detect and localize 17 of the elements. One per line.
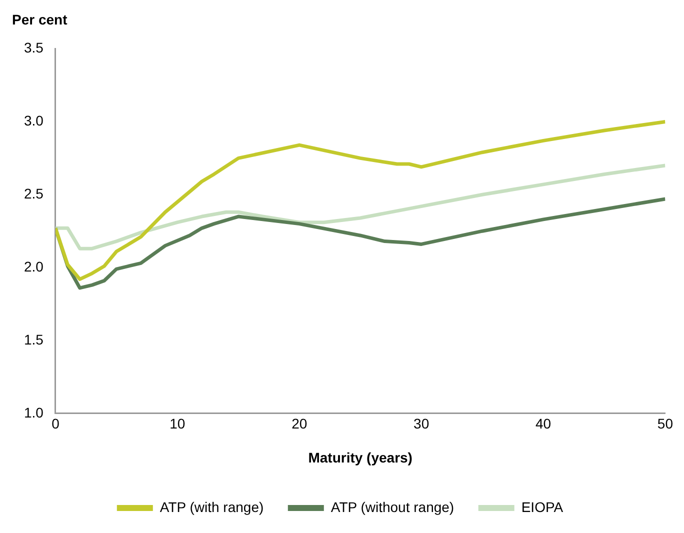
y-tick-label: 3.5 bbox=[24, 40, 44, 56]
x-axis-title: Maturity (years) bbox=[308, 449, 412, 466]
x-tick-label: 40 bbox=[535, 416, 552, 432]
x-tick-label: 50 bbox=[657, 416, 674, 432]
y-tick-label: 2.5 bbox=[24, 186, 44, 202]
chart-title: Per cent bbox=[12, 11, 68, 28]
y-tick-label: 3.0 bbox=[24, 112, 44, 129]
y-tick-label: 1.0 bbox=[24, 404, 44, 420]
y-tick-label: 1.5 bbox=[24, 331, 44, 348]
legend-label: ATP (with range) bbox=[160, 498, 264, 515]
legend-label: ATP (without range) bbox=[330, 498, 454, 515]
legend-label: EIOPA bbox=[521, 498, 564, 515]
x-tick-label: 30 bbox=[414, 416, 430, 432]
x-tick-label: 20 bbox=[292, 416, 308, 432]
y-tick-label: 2.0 bbox=[24, 258, 44, 274]
x-tick-label: 10 bbox=[170, 416, 186, 432]
x-tick-label: 0 bbox=[52, 416, 60, 432]
